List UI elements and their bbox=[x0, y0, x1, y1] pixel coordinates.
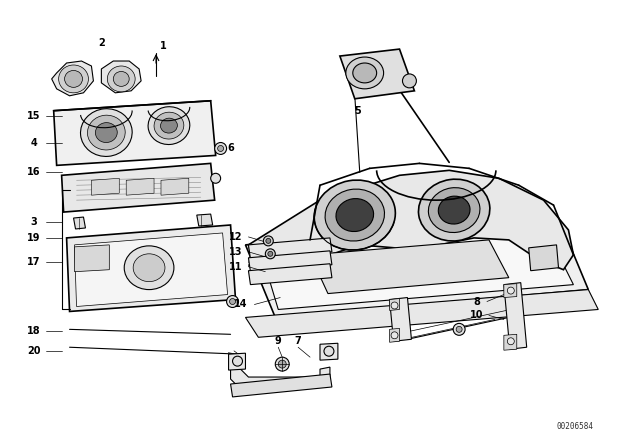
Polygon shape bbox=[54, 101, 216, 165]
Circle shape bbox=[453, 323, 465, 335]
Polygon shape bbox=[230, 374, 332, 397]
Polygon shape bbox=[61, 164, 214, 212]
Polygon shape bbox=[228, 353, 246, 370]
Polygon shape bbox=[74, 233, 228, 306]
Text: 11: 11 bbox=[228, 262, 243, 272]
Ellipse shape bbox=[346, 57, 383, 89]
Ellipse shape bbox=[336, 198, 374, 232]
Ellipse shape bbox=[108, 66, 135, 92]
Polygon shape bbox=[74, 217, 86, 229]
Polygon shape bbox=[504, 334, 516, 350]
Polygon shape bbox=[126, 178, 154, 195]
Ellipse shape bbox=[353, 63, 377, 83]
Polygon shape bbox=[74, 245, 109, 271]
Polygon shape bbox=[67, 225, 236, 311]
Circle shape bbox=[278, 360, 286, 368]
Circle shape bbox=[324, 346, 334, 356]
Circle shape bbox=[508, 287, 515, 294]
Circle shape bbox=[403, 74, 417, 88]
Polygon shape bbox=[52, 61, 93, 96]
Text: 14: 14 bbox=[234, 300, 247, 310]
Circle shape bbox=[218, 146, 223, 151]
Text: 5: 5 bbox=[355, 106, 361, 116]
Text: 1: 1 bbox=[159, 41, 166, 51]
Ellipse shape bbox=[88, 115, 125, 150]
Polygon shape bbox=[320, 343, 338, 360]
Ellipse shape bbox=[428, 188, 480, 233]
Circle shape bbox=[275, 357, 289, 371]
Polygon shape bbox=[390, 328, 399, 342]
Text: 19: 19 bbox=[27, 233, 40, 243]
Polygon shape bbox=[161, 178, 189, 195]
Polygon shape bbox=[390, 297, 412, 341]
Polygon shape bbox=[248, 251, 332, 271]
Ellipse shape bbox=[325, 189, 385, 241]
Text: 7: 7 bbox=[295, 336, 301, 346]
Ellipse shape bbox=[95, 123, 117, 142]
Circle shape bbox=[232, 356, 243, 366]
Circle shape bbox=[227, 296, 239, 307]
Ellipse shape bbox=[124, 246, 174, 289]
Text: 4: 4 bbox=[31, 138, 37, 147]
Ellipse shape bbox=[314, 180, 396, 250]
Circle shape bbox=[391, 332, 398, 339]
Ellipse shape bbox=[419, 179, 490, 241]
Polygon shape bbox=[529, 245, 559, 271]
Ellipse shape bbox=[81, 109, 132, 156]
Circle shape bbox=[266, 249, 275, 259]
Ellipse shape bbox=[113, 71, 129, 86]
Polygon shape bbox=[310, 240, 509, 293]
Ellipse shape bbox=[65, 70, 83, 87]
Ellipse shape bbox=[59, 65, 88, 93]
Text: 8: 8 bbox=[474, 297, 481, 306]
Circle shape bbox=[456, 326, 462, 332]
Polygon shape bbox=[248, 238, 332, 259]
Text: 10: 10 bbox=[470, 310, 484, 320]
Polygon shape bbox=[504, 283, 527, 349]
Ellipse shape bbox=[154, 112, 184, 139]
Ellipse shape bbox=[161, 118, 177, 133]
Text: 00206584: 00206584 bbox=[556, 422, 593, 431]
Ellipse shape bbox=[133, 254, 165, 282]
Text: 13: 13 bbox=[228, 247, 243, 257]
Text: 6: 6 bbox=[227, 143, 234, 154]
Polygon shape bbox=[260, 225, 573, 310]
Text: 20: 20 bbox=[27, 346, 40, 356]
Circle shape bbox=[508, 338, 515, 345]
Circle shape bbox=[391, 302, 398, 309]
Ellipse shape bbox=[148, 107, 190, 145]
Polygon shape bbox=[101, 61, 141, 93]
Text: 12: 12 bbox=[228, 232, 243, 242]
Text: 3: 3 bbox=[31, 217, 37, 227]
Polygon shape bbox=[248, 170, 573, 270]
Polygon shape bbox=[246, 289, 598, 337]
Text: 17: 17 bbox=[27, 257, 40, 267]
Text: 2: 2 bbox=[98, 38, 105, 48]
Circle shape bbox=[214, 142, 227, 155]
Text: 9: 9 bbox=[275, 336, 282, 346]
Polygon shape bbox=[390, 298, 399, 310]
Text: 16: 16 bbox=[27, 167, 40, 177]
Circle shape bbox=[268, 251, 273, 256]
Polygon shape bbox=[504, 284, 516, 297]
Text: 15: 15 bbox=[27, 111, 40, 121]
Polygon shape bbox=[340, 49, 415, 99]
Polygon shape bbox=[196, 214, 212, 226]
Circle shape bbox=[230, 298, 236, 305]
Circle shape bbox=[211, 173, 221, 183]
Circle shape bbox=[263, 236, 273, 246]
Polygon shape bbox=[92, 178, 119, 195]
Polygon shape bbox=[230, 354, 330, 387]
Polygon shape bbox=[246, 218, 588, 318]
Text: 18: 18 bbox=[27, 326, 40, 336]
Circle shape bbox=[266, 238, 271, 243]
Ellipse shape bbox=[438, 196, 470, 224]
Polygon shape bbox=[248, 264, 332, 284]
